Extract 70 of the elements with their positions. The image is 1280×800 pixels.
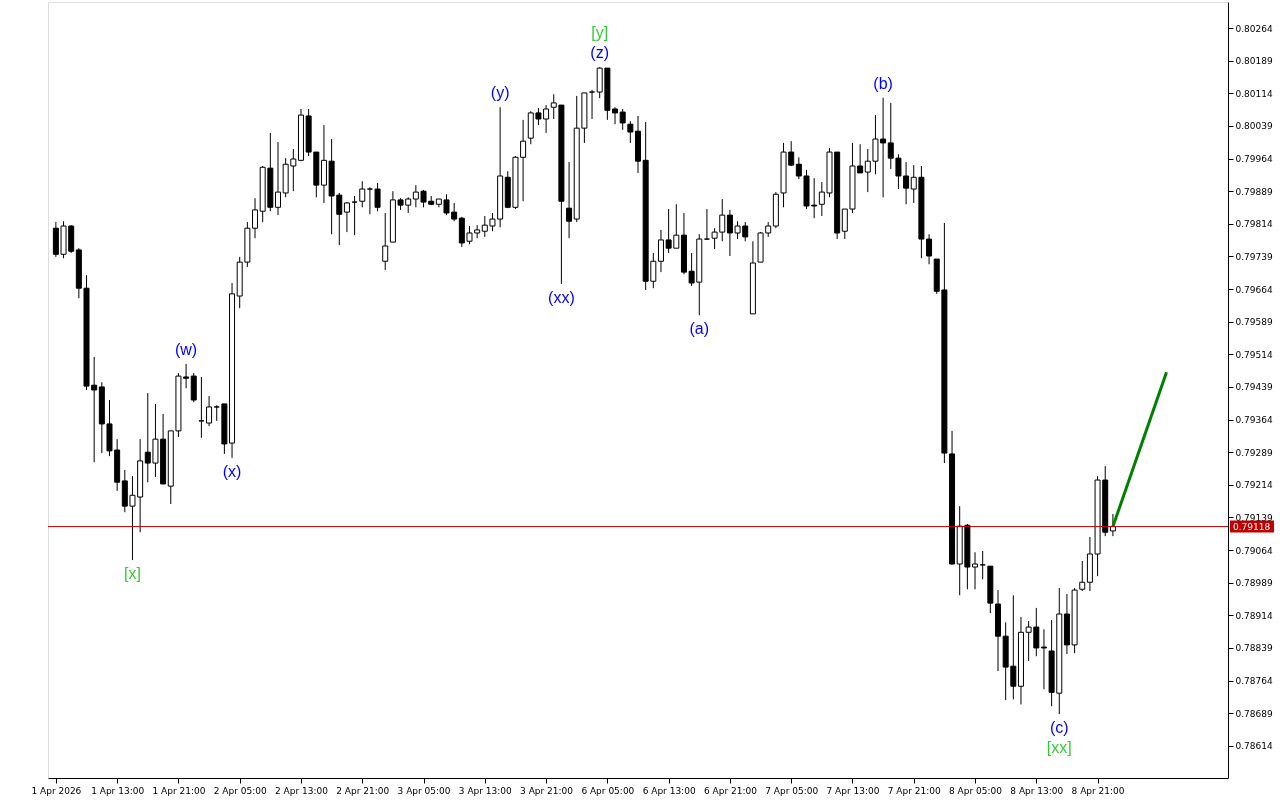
y-tick-label: 0.79964 bbox=[1235, 154, 1273, 165]
y-tick-label: 0.78689 bbox=[1235, 708, 1273, 719]
candlestick bbox=[366, 186, 373, 215]
y-tick-label: 0.78989 bbox=[1235, 578, 1273, 589]
x-tick-label: 8 Apr 05:00 bbox=[949, 785, 1003, 796]
annotation: (w) bbox=[174, 340, 198, 358]
x-tick-label: 2 Apr 05:00 bbox=[213, 785, 267, 796]
candlestick bbox=[198, 376, 205, 439]
x-tick-label: 7 Apr 05:00 bbox=[765, 785, 819, 796]
x-tick-label: 2 Apr 21:00 bbox=[336, 785, 390, 796]
x-tick-label: 3 Apr 21:00 bbox=[520, 785, 574, 796]
candlestick bbox=[627, 120, 634, 144]
annotation: [x] bbox=[124, 565, 141, 583]
annotation: [xx] bbox=[1046, 739, 1072, 757]
y-tick-label: 0.78914 bbox=[1235, 610, 1273, 621]
y-tick-label: 0.78764 bbox=[1235, 676, 1273, 687]
candlestick bbox=[206, 395, 213, 427]
annotation: (xx) bbox=[548, 288, 575, 306]
candlestick bbox=[566, 161, 573, 239]
x-tick-label: 7 Apr 13:00 bbox=[826, 785, 880, 796]
candlestick bbox=[343, 201, 350, 233]
x-tick-label: 3 Apr 05:00 bbox=[397, 785, 451, 796]
candlestick bbox=[374, 182, 381, 212]
y-tick-label: 0.79289 bbox=[1235, 447, 1273, 458]
annotation: (b) bbox=[873, 74, 893, 92]
candlestick bbox=[382, 212, 389, 271]
x-tick-label: 8 Apr 21:00 bbox=[1071, 785, 1125, 796]
y-tick-label: 0.80039 bbox=[1235, 121, 1273, 132]
candlestick bbox=[359, 180, 366, 208]
x-tick-label: 8 Apr 13:00 bbox=[1010, 785, 1064, 796]
candlestick bbox=[979, 550, 986, 580]
y-tick-label: 0.79739 bbox=[1235, 251, 1273, 262]
candlestick bbox=[190, 372, 197, 403]
y-tick-label: 0.80114 bbox=[1235, 88, 1273, 99]
y-tick-label: 0.79514 bbox=[1235, 349, 1273, 360]
y-tick-label: 0.79889 bbox=[1235, 186, 1273, 197]
candlestick bbox=[703, 208, 710, 241]
annotation: (z) bbox=[590, 44, 610, 62]
candlestick bbox=[1040, 628, 1047, 690]
x-tick-label: 1 Apr 21:00 bbox=[152, 785, 206, 796]
y-tick-label: 0.79364 bbox=[1235, 415, 1273, 426]
annotation: (x) bbox=[222, 462, 242, 480]
y-tick-label: 0.79139 bbox=[1235, 512, 1273, 523]
y-tick-label: 0.79664 bbox=[1235, 284, 1273, 295]
y-tick-label: 0.79214 bbox=[1235, 480, 1273, 491]
x-tick-label: 6 Apr 05:00 bbox=[581, 785, 635, 796]
annotation: (a) bbox=[689, 320, 710, 338]
candlestick bbox=[351, 195, 358, 236]
ref-line-label: 0.79118 bbox=[1233, 521, 1271, 532]
x-tick-label: 1 Apr 2026 bbox=[31, 785, 82, 796]
annotation: (y) bbox=[490, 84, 510, 102]
y-tick-label: 0.79064 bbox=[1235, 545, 1273, 556]
y-tick-label: 0.79589 bbox=[1235, 317, 1273, 328]
x-tick-label: 2 Apr 13:00 bbox=[274, 785, 329, 796]
y-tick-label: 0.79814 bbox=[1235, 219, 1273, 230]
y-tick-label: 0.78839 bbox=[1235, 643, 1273, 654]
y-tick-label: 0.80189 bbox=[1235, 56, 1273, 67]
y-tick-label: 0.80264 bbox=[1235, 23, 1273, 34]
candlestick bbox=[619, 108, 626, 131]
x-tick-label: 1 Apr 13:00 bbox=[91, 785, 145, 796]
y-tick-label: 0.79439 bbox=[1235, 382, 1273, 393]
y-tick-label: 0.78614 bbox=[1235, 741, 1273, 752]
annotation: (c) bbox=[1049, 719, 1069, 737]
annotation: [y] bbox=[591, 24, 609, 42]
candlestick bbox=[589, 89, 596, 120]
x-tick-label: 6 Apr 13:00 bbox=[642, 785, 696, 796]
x-tick-label: 3 Apr 13:00 bbox=[458, 785, 513, 796]
x-tick-label: 6 Apr 21:00 bbox=[703, 785, 758, 796]
x-tick-label: 7 Apr 21:00 bbox=[887, 785, 941, 796]
candlestick bbox=[275, 141, 281, 216]
